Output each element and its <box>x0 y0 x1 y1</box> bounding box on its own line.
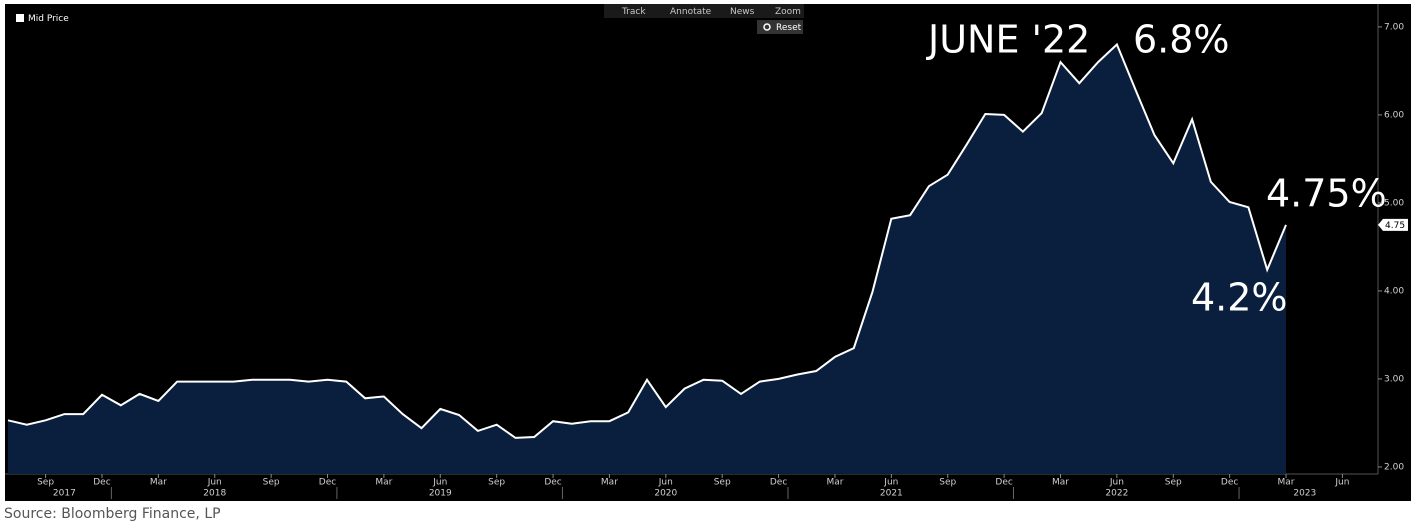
x-tick-label: Mar <box>1052 478 1069 488</box>
line <box>7 42 1287 439</box>
reset-icon <box>763 23 771 31</box>
x-tick-label: Sep <box>263 478 280 488</box>
year-label: 2021 <box>880 489 903 499</box>
year-label: 2020 <box>654 489 677 499</box>
footer-background <box>0 501 1411 525</box>
annotation: 4.75% <box>1266 172 1387 216</box>
toolbar-button[interactable]: News <box>730 7 755 17</box>
x-tick-label: Jun <box>883 478 898 488</box>
plot <box>7 42 1287 474</box>
x-tick-label: Mar <box>1278 478 1295 488</box>
x-tick-label: Dec <box>1221 478 1238 488</box>
x-tick-label: Jun <box>1109 478 1124 488</box>
year-label: 2019 <box>429 489 452 499</box>
x-tick-label: Jun <box>658 478 673 488</box>
legend-swatch <box>16 14 24 22</box>
x-tick-label: Mar <box>150 478 167 488</box>
reset-button[interactable] <box>757 20 803 34</box>
source-note: Source: Bloomberg Finance, LP <box>4 506 221 522</box>
annotation: 4.2% <box>1191 276 1288 320</box>
x-tick-label: Dec <box>93 478 110 488</box>
toolbar-button[interactable]: Track <box>621 7 646 17</box>
x-tick-label: Mar <box>826 478 843 488</box>
x-tick-label: Sep <box>1165 478 1182 488</box>
y-tick-label: 5.00 <box>1384 198 1404 208</box>
x-tick-label: Sep <box>939 478 956 488</box>
x-tick-label: Sep <box>488 478 505 488</box>
toolbar-button[interactable]: Annotate <box>670 7 712 17</box>
x-tick-label: Mar <box>375 478 392 488</box>
x-tick-label: Jun <box>432 478 447 488</box>
current-value-tag <box>1378 218 1408 231</box>
toolbar <box>604 4 804 18</box>
reset-label[interactable]: Reset <box>776 23 802 33</box>
area <box>8 44 1286 474</box>
toolbar-button[interactable]: Zoom <box>775 7 801 17</box>
annotation: 6.8% <box>1133 18 1230 62</box>
x-tick-label: Dec <box>544 478 561 488</box>
x-tick-label: Dec <box>995 478 1012 488</box>
x-tick-label: Dec <box>319 478 336 488</box>
year-label: 2018 <box>203 489 226 499</box>
y-tick-label: 7.00 <box>1384 22 1404 32</box>
year-label: 2023 <box>1293 489 1316 499</box>
x-tick-label: Jun <box>207 478 222 488</box>
legend-label: Mid Price <box>28 14 69 24</box>
year-label: 2017 <box>53 489 76 499</box>
x-tick-label: Mar <box>601 478 618 488</box>
y-tick-label: 6.00 <box>1384 110 1404 120</box>
y-tick-label: 4.00 <box>1384 286 1404 296</box>
year-label: 2022 <box>1105 489 1128 499</box>
annotation: JUNE '22 <box>926 18 1090 62</box>
y-tick-label: 3.00 <box>1384 374 1404 384</box>
current-value-label: 4.75 <box>1385 221 1405 231</box>
x-tick-label: Jun <box>1334 478 1349 488</box>
x-tick-label: Dec <box>770 478 787 488</box>
legend <box>12 11 82 25</box>
x-tick-label: Sep <box>714 478 731 488</box>
y-tick-label: 2.00 <box>1384 462 1404 472</box>
x-tick-label: Sep <box>37 478 54 488</box>
